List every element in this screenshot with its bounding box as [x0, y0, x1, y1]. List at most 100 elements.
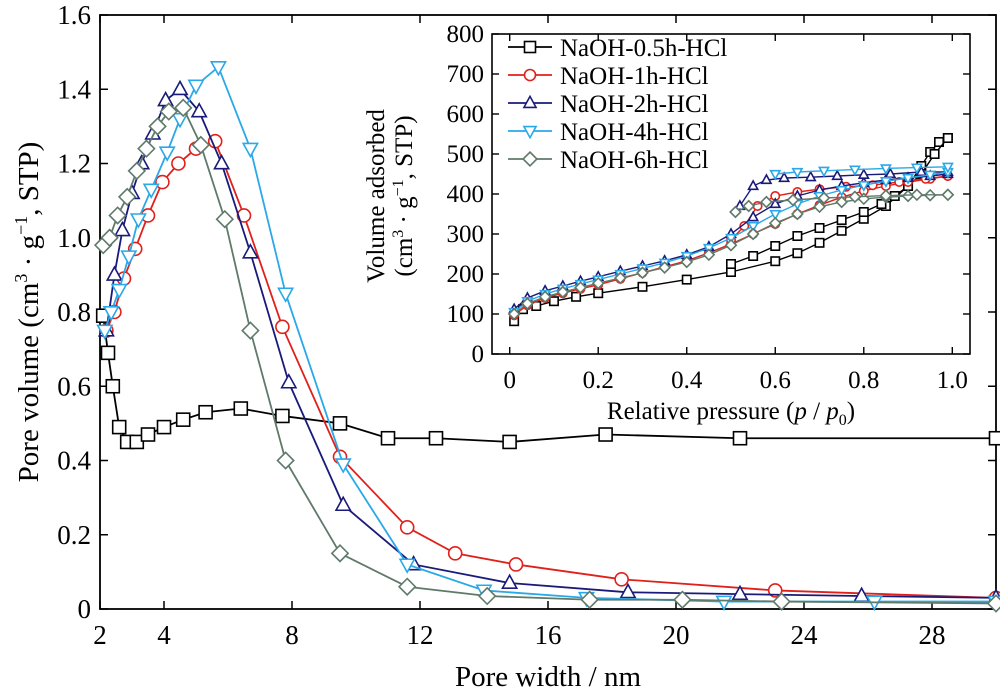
main-data-point — [501, 573, 519, 590]
inset-adsorption-point — [725, 266, 736, 277]
main-data-point — [108, 206, 127, 225]
main-x-tick-label: 4 — [157, 620, 171, 650]
inset-adsorption-point — [836, 225, 847, 236]
inset-desorption-point — [725, 258, 736, 269]
main-data-point — [233, 401, 249, 416]
inset-desorption-point — [910, 188, 924, 202]
inset-adsorption-point — [724, 238, 738, 252]
main-data-point — [731, 584, 749, 601]
inset-desorption-point — [876, 199, 887, 210]
inset-desorption-point — [760, 195, 773, 209]
main-data-point — [280, 373, 298, 389]
inset-y-tick-label: 100 — [447, 301, 485, 328]
inset-adsorption-point — [637, 281, 648, 292]
main-y-tick-label: 0.8 — [57, 297, 91, 327]
main-data-point — [447, 546, 463, 561]
main-data-point — [171, 112, 189, 129]
inset-adsorption-point — [902, 173, 915, 185]
main-y-tick-label: 0 — [78, 594, 92, 624]
inset-adsorption-point — [835, 195, 849, 209]
main-data-point — [127, 161, 147, 181]
main-data-point — [142, 183, 160, 199]
inset-desorption-point — [770, 241, 781, 252]
main-y-tick-label: 0.6 — [57, 371, 91, 401]
inset-x-axis-label: Relative pressure (p / p0) — [607, 398, 855, 429]
inset-desorption-point — [915, 165, 928, 177]
inset-adsorption-line — [513, 171, 948, 313]
inset-desorption-point — [848, 165, 861, 177]
main-data-point — [105, 265, 123, 281]
inset-desorption-point — [786, 193, 800, 207]
main-data-point — [171, 156, 186, 171]
main-data-point — [853, 586, 871, 603]
main-data-point — [140, 427, 156, 442]
inset-desorption-point — [879, 189, 893, 202]
inset-adsorption-point — [857, 181, 870, 192]
main-data-point — [213, 154, 231, 170]
inset-adsorption-point — [556, 285, 570, 299]
legend-marker — [523, 68, 537, 82]
main-data-point — [137, 139, 156, 158]
main-y-tick-label: 1.0 — [57, 223, 91, 253]
inset-adsorption-point — [521, 297, 534, 310]
main-data-point — [241, 243, 259, 259]
inset-adsorption-point — [747, 210, 760, 222]
main-data-point — [105, 378, 121, 394]
main-data-point — [397, 577, 417, 596]
inset-adsorption-point — [574, 281, 587, 294]
main-data-point — [598, 427, 613, 442]
inset-adsorption-point — [571, 291, 582, 302]
inset-adsorption-point — [813, 200, 826, 214]
legend-label: NaOH-0.5h-HCl — [560, 35, 727, 62]
inset-adsorption-point — [792, 248, 803, 259]
inset-desorption-point — [942, 133, 953, 144]
inset-adsorption-point — [924, 170, 937, 182]
main-data-point — [399, 520, 415, 535]
inset-y-tick-label: 800 — [447, 21, 485, 48]
main-data-point — [113, 220, 131, 237]
main-data-point — [198, 404, 213, 420]
inset-desorption-point — [814, 223, 825, 234]
main-data-point — [111, 419, 127, 435]
main-data-point — [241, 142, 259, 159]
inset-adsorption-point — [507, 307, 521, 321]
main-data-point — [277, 287, 295, 303]
inset-adsorption-point — [747, 221, 760, 233]
inset-desorption-point — [792, 231, 803, 242]
inset-desorption-point — [817, 166, 830, 178]
inset-y-axis-label-line2: (cm3 · g−1, STP) — [390, 115, 418, 276]
main-data-point — [102, 305, 120, 322]
main-data-point — [398, 558, 416, 574]
inset-adsorption-point — [613, 271, 627, 285]
main-data-point — [332, 416, 348, 431]
inset-desorption-point — [729, 205, 742, 219]
main-y-axis-label: Pore volume (cm3 · g−1, STP) — [11, 142, 45, 483]
main-data-point — [120, 250, 138, 266]
main-data-point — [673, 590, 692, 609]
main-data-point — [209, 60, 227, 77]
legend-marker — [523, 40, 537, 54]
inset-desorption-point — [791, 167, 804, 179]
main-data-point — [330, 544, 350, 563]
main-y-tick-label: 1.2 — [57, 149, 91, 179]
main-data-point — [117, 187, 137, 207]
main-data-point — [157, 90, 175, 107]
inset-y-tick-label: 200 — [447, 261, 485, 288]
inset-adsorption-point — [702, 248, 716, 262]
inset-desorption-point — [778, 171, 791, 183]
legend-marker — [522, 125, 538, 140]
legend-label: NaOH-4h-HCl — [560, 119, 709, 146]
main-data-point — [715, 595, 733, 612]
main-data-point — [334, 458, 352, 474]
inset-plot: 0 0.2 0.4 0.6 0.8 1.0 0 100 200 300 400 500 600 700 80… — [363, 21, 971, 429]
main-data-point — [129, 213, 147, 229]
main-x-axis-label: Pore width / nm — [455, 661, 642, 691]
inset-adsorption-point — [636, 266, 649, 280]
inset-x-tick-label: 0.2 — [583, 367, 614, 394]
main-data-point — [158, 146, 176, 162]
inset-desorption-point — [804, 170, 817, 182]
legend-marker — [522, 94, 538, 109]
inset-adsorption-point — [769, 209, 782, 221]
inset-y-tick-label: 300 — [447, 221, 485, 248]
main-x-tick-label: 28 — [919, 620, 946, 650]
